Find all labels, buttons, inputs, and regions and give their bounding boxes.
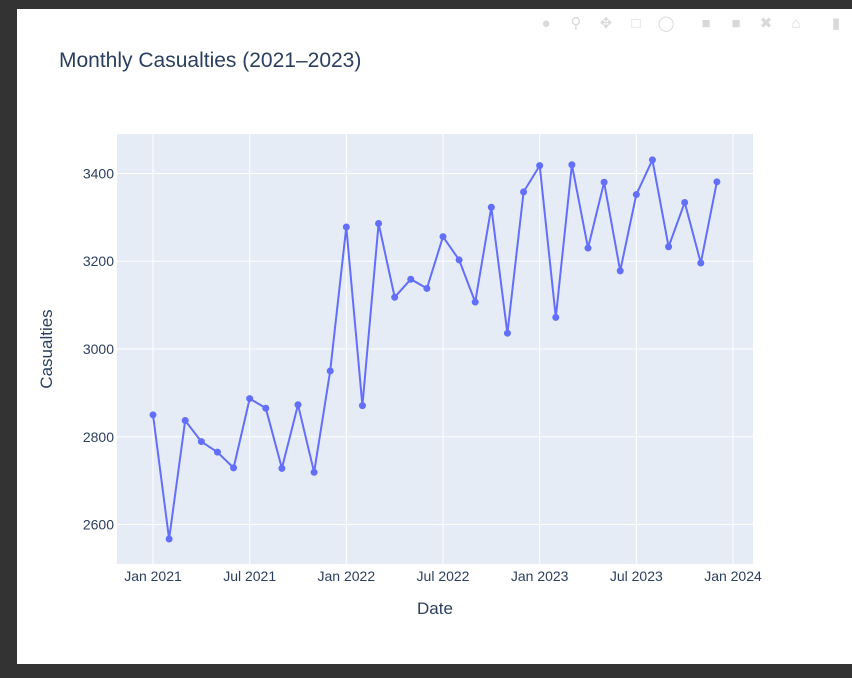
data-point[interactable] bbox=[165, 535, 173, 543]
data-point[interactable] bbox=[294, 401, 302, 409]
data-point[interactable] bbox=[342, 223, 350, 231]
data-point[interactable] bbox=[713, 178, 721, 186]
data-point[interactable] bbox=[439, 233, 447, 241]
data-point[interactable] bbox=[600, 178, 608, 186]
x-tick-label: Jul 2023 bbox=[610, 568, 663, 584]
zoom-icon[interactable]: ⚲ bbox=[570, 15, 582, 32]
data-point[interactable] bbox=[423, 284, 431, 292]
y-tick-label: 3000 bbox=[83, 341, 114, 357]
autoscale-icon[interactable]: ✖ bbox=[759, 15, 773, 32]
data-point[interactable] bbox=[681, 198, 689, 206]
y-tick-label: 2800 bbox=[83, 429, 114, 445]
x-tick-label: Jul 2021 bbox=[223, 568, 276, 584]
data-point[interactable] bbox=[536, 162, 544, 170]
data-point[interactable] bbox=[455, 256, 463, 264]
x-tick-label: Jan 2021 bbox=[124, 568, 182, 584]
data-point[interactable] bbox=[665, 243, 673, 251]
data-point[interactable] bbox=[552, 313, 560, 321]
zoom-in-icon[interactable]: ■ bbox=[701, 15, 711, 32]
x-tick-label: Jan 2023 bbox=[511, 568, 569, 584]
data-point[interactable] bbox=[310, 468, 318, 476]
data-point[interactable] bbox=[375, 220, 383, 228]
data-point[interactable] bbox=[181, 417, 189, 425]
data-point[interactable] bbox=[568, 161, 576, 169]
y-axis-title: Casualties bbox=[37, 309, 56, 388]
data-point[interactable] bbox=[213, 448, 221, 456]
data-point[interactable] bbox=[326, 367, 334, 375]
x-tick-label: Jan 2022 bbox=[318, 568, 376, 584]
data-point[interactable] bbox=[648, 156, 656, 164]
modebar: ● ⚲ ✥ □ ◯ ■ ■ ✖ ⌂ ▮ bbox=[537, 15, 852, 37]
x-axis-ticks: Jan 2021 Jul 2021 Jan 2022 Jul 2022 Jan 2023… bbox=[124, 568, 762, 584]
data-point[interactable] bbox=[149, 411, 157, 419]
data-point[interactable] bbox=[632, 191, 640, 199]
data-point[interactable] bbox=[246, 395, 254, 403]
data-point[interactable] bbox=[262, 404, 270, 412]
data-point[interactable] bbox=[197, 438, 205, 446]
data-point[interactable] bbox=[487, 203, 495, 211]
y-tick-label: 2600 bbox=[83, 517, 114, 533]
data-point[interactable] bbox=[471, 298, 479, 306]
box-select-icon[interactable]: □ bbox=[631, 15, 641, 32]
data-point[interactable] bbox=[358, 402, 366, 410]
y-axis-ticks: 2600 2800 3000 3200 3400 bbox=[83, 165, 114, 532]
plotly-logo-icon[interactable]: ▮ bbox=[831, 15, 841, 32]
data-point[interactable] bbox=[616, 267, 624, 275]
camera-icon[interactable]: ● bbox=[541, 15, 551, 32]
chart-title: Monthly Casualties (2021–2023) bbox=[59, 49, 362, 72]
data-point[interactable] bbox=[697, 259, 705, 267]
grid bbox=[117, 134, 753, 564]
y-tick-label: 3200 bbox=[83, 253, 114, 269]
data-point[interactable] bbox=[503, 329, 511, 337]
zoom-out-icon[interactable]: ■ bbox=[731, 15, 741, 32]
data-point[interactable] bbox=[520, 188, 528, 196]
x-tick-label: Jul 2022 bbox=[417, 568, 470, 584]
series-points bbox=[149, 156, 721, 543]
series-line bbox=[152, 156, 718, 540]
x-tick-label: Jan 2024 bbox=[704, 568, 762, 584]
x-axis-title: Date bbox=[417, 599, 453, 618]
data-point[interactable] bbox=[391, 293, 399, 301]
data-point[interactable] bbox=[407, 275, 415, 283]
reset-axes-icon[interactable]: ⌂ bbox=[791, 15, 801, 32]
data-point[interactable] bbox=[278, 464, 286, 472]
data-point[interactable] bbox=[584, 244, 592, 252]
lasso-icon[interactable]: ◯ bbox=[657, 15, 675, 32]
y-tick-label: 3400 bbox=[83, 165, 114, 181]
data-point[interactable] bbox=[230, 464, 238, 472]
pan-icon[interactable]: ✥ bbox=[599, 15, 613, 32]
